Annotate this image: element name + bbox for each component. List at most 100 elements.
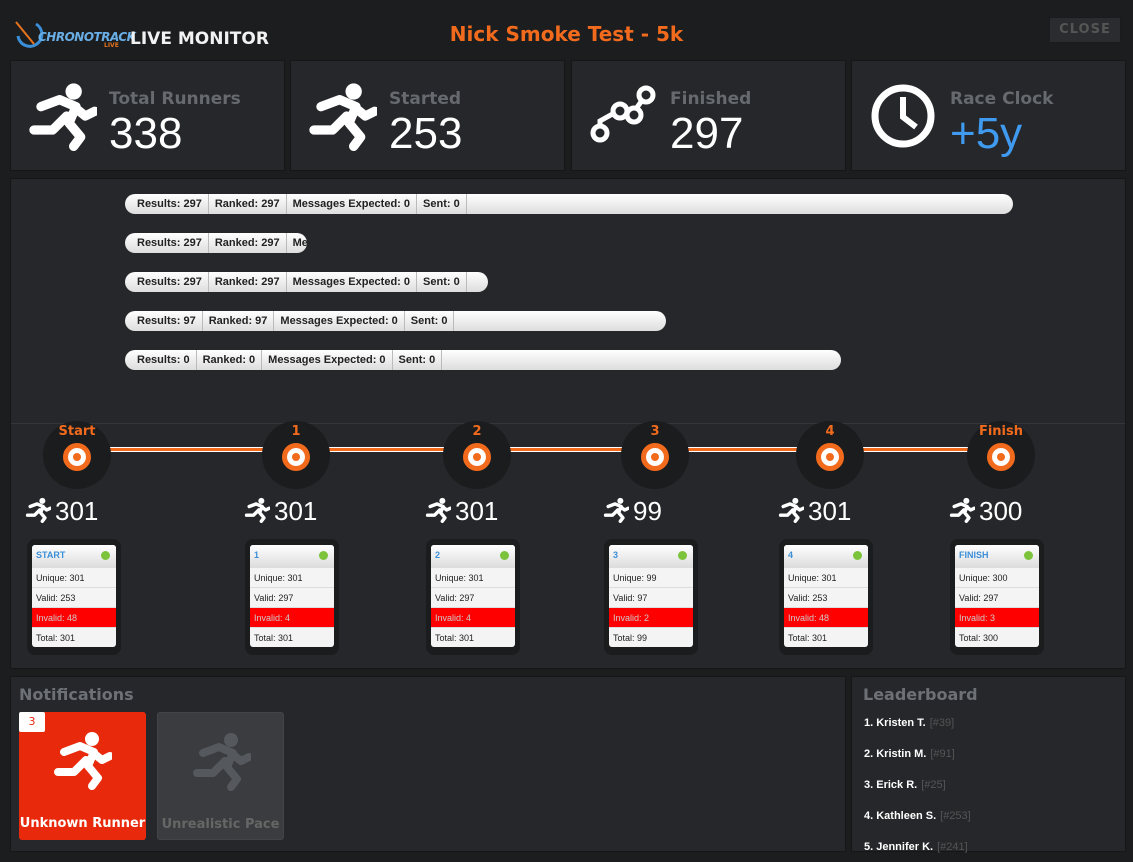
timeline-count: 301 — [55, 496, 99, 526]
reader-card: START Unique: 301 Valid: 253 Invalid: 48 Tot… — [27, 539, 121, 655]
timeline-count: 301 — [274, 496, 318, 526]
bar-segment: Ranked: 0 — [197, 350, 263, 370]
leader-bib: [#91] — [930, 748, 955, 760]
count-icon — [603, 497, 630, 527]
leader-entry: 4. Kathleen S. [#253] — [864, 810, 971, 822]
leader-entry: 5. Jennifer K. [#241] — [864, 841, 968, 853]
bar-segment: Results: 297 — [131, 272, 209, 292]
timeline-count: 301 — [808, 496, 852, 526]
race-title: Nick Smoke Test - 5k — [449, 22, 684, 46]
card-total: Total: 301 — [784, 627, 868, 647]
leader-entry: 1. Kristen T. [#39] — [864, 717, 954, 729]
timeline-node — [641, 443, 669, 471]
card-unique: Unique: 301 — [784, 567, 868, 587]
runner-icon — [193, 733, 253, 791]
close-button[interactable]: CLOSE — [1049, 17, 1121, 43]
logo-sub: LIVE — [104, 42, 119, 49]
stat-value: 253 — [389, 109, 463, 158]
card-invalid: Invalid: 48 — [784, 607, 868, 627]
leader-name: 4. Kathleen S. — [864, 810, 937, 822]
reader-card: 4 Unique: 301 Valid: 253 Invalid: 48 Total: … — [779, 539, 873, 655]
timeline-label: 2 — [472, 424, 482, 439]
leader-name: 2. Kristin M. — [864, 748, 927, 760]
notification-tile[interactable]: Unknown Runner 3 — [19, 712, 146, 840]
timeline-count: 300 — [979, 496, 1023, 526]
stat-value: 297 — [670, 109, 744, 158]
stat-box: Total Runners 338 — [10, 60, 285, 171]
tile-icon — [191, 731, 253, 795]
stat-box: Race Clock +5y — [851, 60, 1126, 171]
bar-segment: Results: 97 — [131, 311, 203, 331]
stat-icon — [307, 81, 380, 155]
card-unique: Unique: 301 — [250, 567, 334, 587]
notification-tile[interactable]: Unrealistic Pace — [157, 712, 284, 840]
progress-bar: Results: 297 Ranked: 297 Messages Expected… — [125, 194, 1013, 214]
leader-bib: [#25] — [921, 779, 946, 791]
reader-card: 3 Unique: 99 Valid: 97 Invalid: 2 Total: 99 — [604, 539, 698, 655]
bar-segment: Sent: 0 — [393, 350, 443, 370]
card-unique: Unique: 301 — [32, 567, 116, 587]
bar-segment: Messages Expected: 0 — [287, 194, 418, 214]
card-invalid: Invalid: 48 — [32, 607, 116, 627]
bar-segment: Sent: 0 — [417, 272, 467, 292]
tile-icon — [52, 730, 114, 794]
leader-bib: [#241] — [937, 841, 968, 853]
bar-segment: Results: 0 — [131, 350, 197, 370]
runner-icon — [244, 497, 271, 523]
bar-segment: Ranked: 297 — [209, 233, 287, 253]
bar-segment: Ranked: 297 — [209, 194, 287, 214]
card-invalid: Invalid: 4 — [250, 607, 334, 627]
card-name: 1 — [250, 545, 334, 567]
status-dot — [1024, 551, 1033, 560]
stat-icon — [868, 81, 938, 155]
bar-segment: Mes — [287, 233, 307, 253]
count-icon — [425, 497, 452, 527]
leader-bib: [#253] — [940, 810, 971, 822]
bar-segment: Messages Expected: 0 — [287, 272, 418, 292]
notifications-panel: Notifications Unknown Runner 3 Unrealistic … — [10, 676, 846, 852]
timeline-label: Start — [58, 424, 96, 439]
clock-icon — [871, 84, 935, 148]
leader-entry: 3. Erick R. [#25] — [864, 779, 946, 791]
timeline-node — [63, 443, 91, 471]
bar-segment: Ranked: 97 — [203, 311, 275, 331]
timeline-node — [816, 443, 844, 471]
leader-name: 1. Kristen T. — [864, 717, 926, 729]
leader-name: 5. Jennifer K. — [864, 841, 934, 853]
timeline-node — [987, 443, 1015, 471]
timeline-label: 4 — [825, 424, 835, 439]
notifications-title: Notifications — [19, 685, 134, 704]
reader-card: FINISH Unique: 300 Valid: 297 Invalid: 3 Tot… — [950, 539, 1044, 655]
status-dot — [500, 551, 509, 560]
bar-segment: Results: 297 — [131, 194, 209, 214]
status-dot — [678, 551, 687, 560]
route-icon — [590, 85, 656, 143]
card-body: FINISH Unique: 300 Valid: 297 Invalid: 3 Tot… — [955, 545, 1039, 647]
leaderboard-panel: Leaderboard 1. Kristen T. [#39] 2. Kristin … — [851, 676, 1126, 853]
stat-label: Total Runners — [109, 89, 241, 109]
divider — [11, 423, 1125, 424]
timeline-label: Finish — [978, 424, 1024, 439]
runner-icon — [949, 497, 976, 523]
reader-card: 1 Unique: 301 Valid: 297 Invalid: 4 Total: 3… — [245, 539, 339, 655]
card-invalid: Invalid: 4 — [431, 607, 515, 627]
logo-mark — [15, 21, 44, 48]
tile-label: Unknown Runner — [19, 816, 146, 831]
card-total: Total: 99 — [609, 627, 693, 647]
timeline-count: 99 — [633, 496, 662, 526]
tile-badge: 3 — [19, 712, 45, 732]
card-valid: Valid: 297 — [431, 587, 515, 607]
card-name: 3 — [609, 545, 693, 567]
card-valid: Valid: 297 — [955, 587, 1039, 607]
main-panel: Results: 297 Ranked: 297 Messages Expected… — [10, 178, 1126, 669]
bar-segment: Messages Expected: 0 — [274, 311, 405, 331]
timeline-label: 3 — [650, 424, 660, 439]
runner-icon — [425, 497, 452, 523]
card-valid: Valid: 253 — [32, 587, 116, 607]
leader-bib: [#39] — [929, 717, 955, 729]
card-valid: Valid: 253 — [784, 587, 868, 607]
timeline-label: 1 — [291, 424, 301, 439]
card-name: 2 — [431, 545, 515, 567]
